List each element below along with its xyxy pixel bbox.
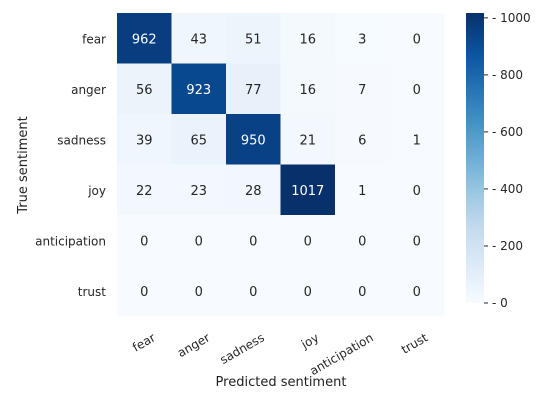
x-tick-label: trust (399, 330, 431, 356)
cell-value-label: 1 (413, 133, 421, 148)
colorbar-gradient (466, 13, 484, 303)
y-tick-label: anger (71, 83, 106, 97)
cell-value-label: 0 (358, 285, 366, 300)
heatmap-cell (117, 13, 172, 64)
cell-value-label: 0 (304, 234, 312, 249)
heatmap-cell (280, 265, 336, 317)
heatmap-cell (171, 265, 227, 317)
heatmap-cell (389, 63, 445, 115)
heatmap-cell (335, 164, 390, 216)
cell-value-label: 22 (136, 184, 153, 199)
heatmap-cell (280, 114, 336, 165)
cell-value-label: 0 (413, 32, 421, 47)
cell-value-label: 65 (190, 133, 207, 148)
heatmap-cell (226, 114, 281, 165)
heatmap-cell (280, 164, 336, 216)
heatmap-cell (389, 164, 445, 216)
colorbar-tick-label: - 400 (492, 182, 523, 196)
y-tick-label: joy (87, 184, 106, 198)
x-tick-label: joy (298, 330, 321, 352)
cell-value-label: 16 (299, 83, 316, 98)
cell-value-label: 77 (245, 83, 262, 98)
heatmap-cell (389, 13, 445, 64)
cell-value-label: 0 (413, 83, 421, 98)
cell-value-label: 0 (195, 285, 203, 300)
heatmap-cell (226, 164, 281, 216)
heatmap-cell (335, 63, 390, 115)
heatmap-cell (280, 63, 336, 115)
y-axis-label: True sentiment (16, 116, 31, 214)
colorbar-tick-label: - 200 (492, 239, 523, 253)
cell-value-label: 1017 (291, 184, 324, 199)
cell-value-label: 0 (413, 234, 421, 249)
colorbar-tick-label: - 0 (492, 296, 508, 310)
y-tick-label: sadness (57, 133, 106, 147)
cell-value-label: 21 (299, 133, 316, 148)
colorbar-tick-label: - 600 (492, 125, 523, 139)
cell-value-label: 7 (358, 83, 366, 98)
heatmap-cells (117, 13, 445, 317)
cell-value-label: 3 (358, 32, 366, 47)
heatmap-cell (226, 265, 281, 317)
heatmap-cell (389, 265, 445, 317)
cell-value-label: 6 (358, 133, 366, 148)
x-tick-label: anger (175, 330, 212, 360)
cell-value-label: 0 (249, 234, 257, 249)
cell-value-label: 16 (299, 32, 316, 47)
x-tick-label: fear (130, 330, 158, 354)
heatmap-cell (335, 114, 390, 165)
heatmap-cell (171, 63, 227, 115)
cell-value-label: 43 (190, 32, 207, 47)
colorbar-tick-label: - 800 (492, 68, 523, 82)
cell-value-label: 0 (249, 285, 257, 300)
heatmap-cell (335, 13, 390, 64)
heatmap-cell (280, 13, 336, 64)
y-tick-label: anticipation (35, 234, 106, 248)
heatmap-cell (117, 63, 172, 115)
cell-value-label: 0 (140, 285, 148, 300)
colorbar-ticks: - 0 - 200 - 400 - 600 - 800 - 1000 (484, 11, 531, 310)
y-tick-labels: fear anger sadness joy anticipation trust (35, 32, 106, 299)
cell-value-label: 962 (132, 32, 157, 47)
heatmap-cell (117, 215, 172, 266)
heatmap-cell (226, 63, 281, 115)
cell-value-label: 51 (245, 32, 262, 47)
heatmap-cell (117, 114, 172, 165)
cell-value-label: 923 (186, 83, 211, 98)
heatmap-cell (280, 215, 336, 266)
heatmap-cell (171, 114, 227, 165)
cell-value-label: 0 (195, 234, 203, 249)
cell-value-label: 950 (241, 133, 266, 148)
heatmap-cell (171, 215, 227, 266)
heatmap-cell (117, 265, 172, 317)
heatmap-cell (335, 265, 390, 317)
heatmap-cell-labels: 962 43 51 16 3 0 56 923 77 16 7 0 39 65 950 21 6 1 22 23 28 1… (132, 32, 421, 300)
cell-value-label: 23 (190, 184, 207, 199)
cell-value-label: 0 (140, 234, 148, 249)
y-tick-label: trust (78, 285, 106, 299)
cell-value-label: 0 (304, 285, 312, 300)
cell-value-label: 0 (413, 184, 421, 199)
colorbar: - 0 - 200 - 400 - 600 - 800 - 1000 (466, 11, 531, 310)
y-tick-label: fear (82, 32, 106, 46)
heatmap-cell (226, 13, 281, 64)
colorbar-tick-label: - 1000 (492, 11, 531, 25)
heatmap-cell (389, 114, 445, 165)
heatmap-cell (335, 215, 390, 266)
heatmap-cell (117, 164, 172, 216)
cell-value-label: 28 (245, 184, 262, 199)
cell-value-label: 1 (358, 184, 366, 199)
heatmap-cell (171, 13, 227, 64)
x-axis-label: Predicted sentiment (216, 375, 347, 390)
cell-value-label: 39 (136, 133, 153, 148)
cell-value-label: 0 (358, 234, 366, 249)
cell-value-label: 56 (136, 83, 153, 98)
heatmap-cell (171, 164, 227, 216)
x-tick-label: sadness (218, 330, 267, 366)
heatmap-cell (389, 215, 445, 266)
heatmap-cell (226, 215, 281, 266)
cell-value-label: 0 (413, 285, 421, 300)
